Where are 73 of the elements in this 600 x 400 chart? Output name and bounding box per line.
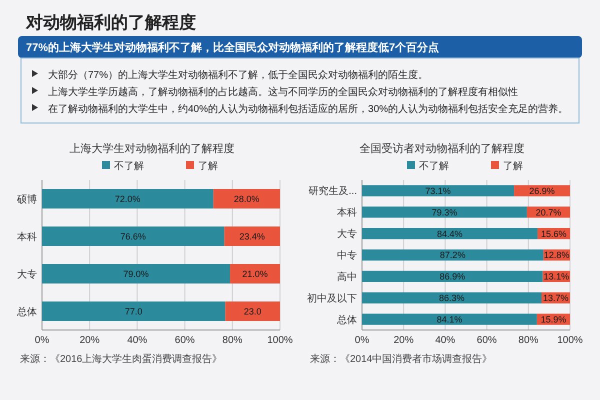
legend-label: 不了解 [419, 161, 449, 172]
bar [42, 264, 230, 284]
x-tick-label: 20% [394, 335, 414, 346]
source-note: 来源：《2016上海大学生肉蛋消费调查报告》 [20, 353, 222, 365]
bar [230, 264, 280, 284]
data-label: 21.0% [242, 268, 268, 279]
legend-label: 了解 [503, 161, 523, 172]
data-label: 84.1% [436, 314, 462, 324]
data-label: 20.7% [536, 207, 562, 218]
text: 大部分（77%）的上海大学生对动物福利不了解，低于全国民众对动物福利的陌生度。 [48, 69, 428, 81]
y-tick-label: 硕博 [16, 193, 37, 206]
data-label: 77.0 [124, 306, 142, 316]
bar [362, 292, 542, 304]
data-label: 87.2% [440, 250, 466, 260]
data-label: 84.4% [437, 228, 463, 239]
data-label: 86.3% [438, 293, 465, 304]
y-tick-label: 大专 [17, 268, 37, 280]
chart-title: 上海大学生对动物福利的了解程度 [70, 142, 234, 155]
y-tick-label: 总体 [336, 314, 357, 326]
x-tick-label: 100% [557, 335, 583, 346]
data-label: 79.0% [123, 268, 149, 279]
y-tick-label: 高中 [337, 270, 357, 283]
y-tick-label: 大专 [337, 228, 357, 240]
data-label: 28.0% [234, 194, 260, 204]
y-tick-label: 总体 [16, 306, 37, 318]
chart-title: 全国受访者对动物福利的了解程度 [360, 142, 524, 155]
bar [362, 270, 543, 282]
bar [42, 302, 226, 321]
bar [362, 249, 544, 261]
y-tick-label: 研究生及... [308, 185, 357, 198]
x-tick-label: 80% [222, 335, 243, 346]
text: 在了解动物福利的大学生中，约40%的人认为动物福利包括适应的居所，30%的人认为动物福利包括安全充足的营养。 [48, 103, 568, 115]
data-label: 79.3% [432, 207, 458, 218]
x-tick-label: 60% [476, 335, 497, 346]
data-label: 76.6% [120, 231, 146, 242]
data-label: 12.8% [544, 250, 570, 260]
data-label: 86.9% [440, 272, 466, 282]
bar [225, 302, 280, 321]
data-label: 23.0 [244, 306, 262, 316]
y-tick-label: 本科 [337, 206, 357, 219]
x-tick-label: 40% [435, 335, 456, 346]
bar [213, 189, 280, 208]
bar [362, 314, 537, 325]
data-label: 13.1% [544, 272, 570, 282]
legend-label: 了解 [198, 161, 218, 172]
data-label: 23.4% [239, 231, 265, 242]
y-tick-label: 初中及以下 [307, 292, 357, 304]
bar [224, 226, 280, 246]
data-label: 72.0% [114, 194, 140, 204]
data-label: 15.6% [541, 228, 567, 239]
text: 上海大学生学历越高，了解动物福利的占比越高。这与不同学历的全国民众对动物福利的了解程度有相似性 [48, 86, 518, 98]
x-tick-label: 40% [127, 335, 148, 346]
x-tick-label: 80% [518, 335, 539, 346]
x-tick-label: 60% [174, 335, 195, 346]
text: 对动物福利的了解程度 [25, 13, 196, 32]
text: 77%的上海大学生对动物福利不了解，比全国民众对动物福利的了解程度低7个百分点 [26, 41, 440, 54]
bar [362, 185, 514, 196]
x-tick-label: 20% [80, 335, 100, 346]
data-label: 73.1% [425, 186, 451, 196]
bar [362, 228, 538, 240]
bar [362, 206, 527, 218]
data-label: 26.9% [529, 186, 555, 196]
bar [42, 189, 214, 208]
y-tick-label: 本科 [17, 230, 37, 243]
source-note: 来源：《2014中国消费者市场调查报告》 [310, 353, 492, 365]
data-label: 13.7% [542, 293, 569, 304]
x-tick-label: 0% [354, 335, 370, 346]
bar [42, 226, 224, 246]
data-label: 15.9% [540, 314, 566, 324]
x-tick-label: 0% [34, 335, 50, 346]
x-tick-label: 100% [267, 335, 293, 346]
legend-label: 不了解 [114, 161, 144, 172]
y-tick-label: 中专 [337, 250, 357, 262]
